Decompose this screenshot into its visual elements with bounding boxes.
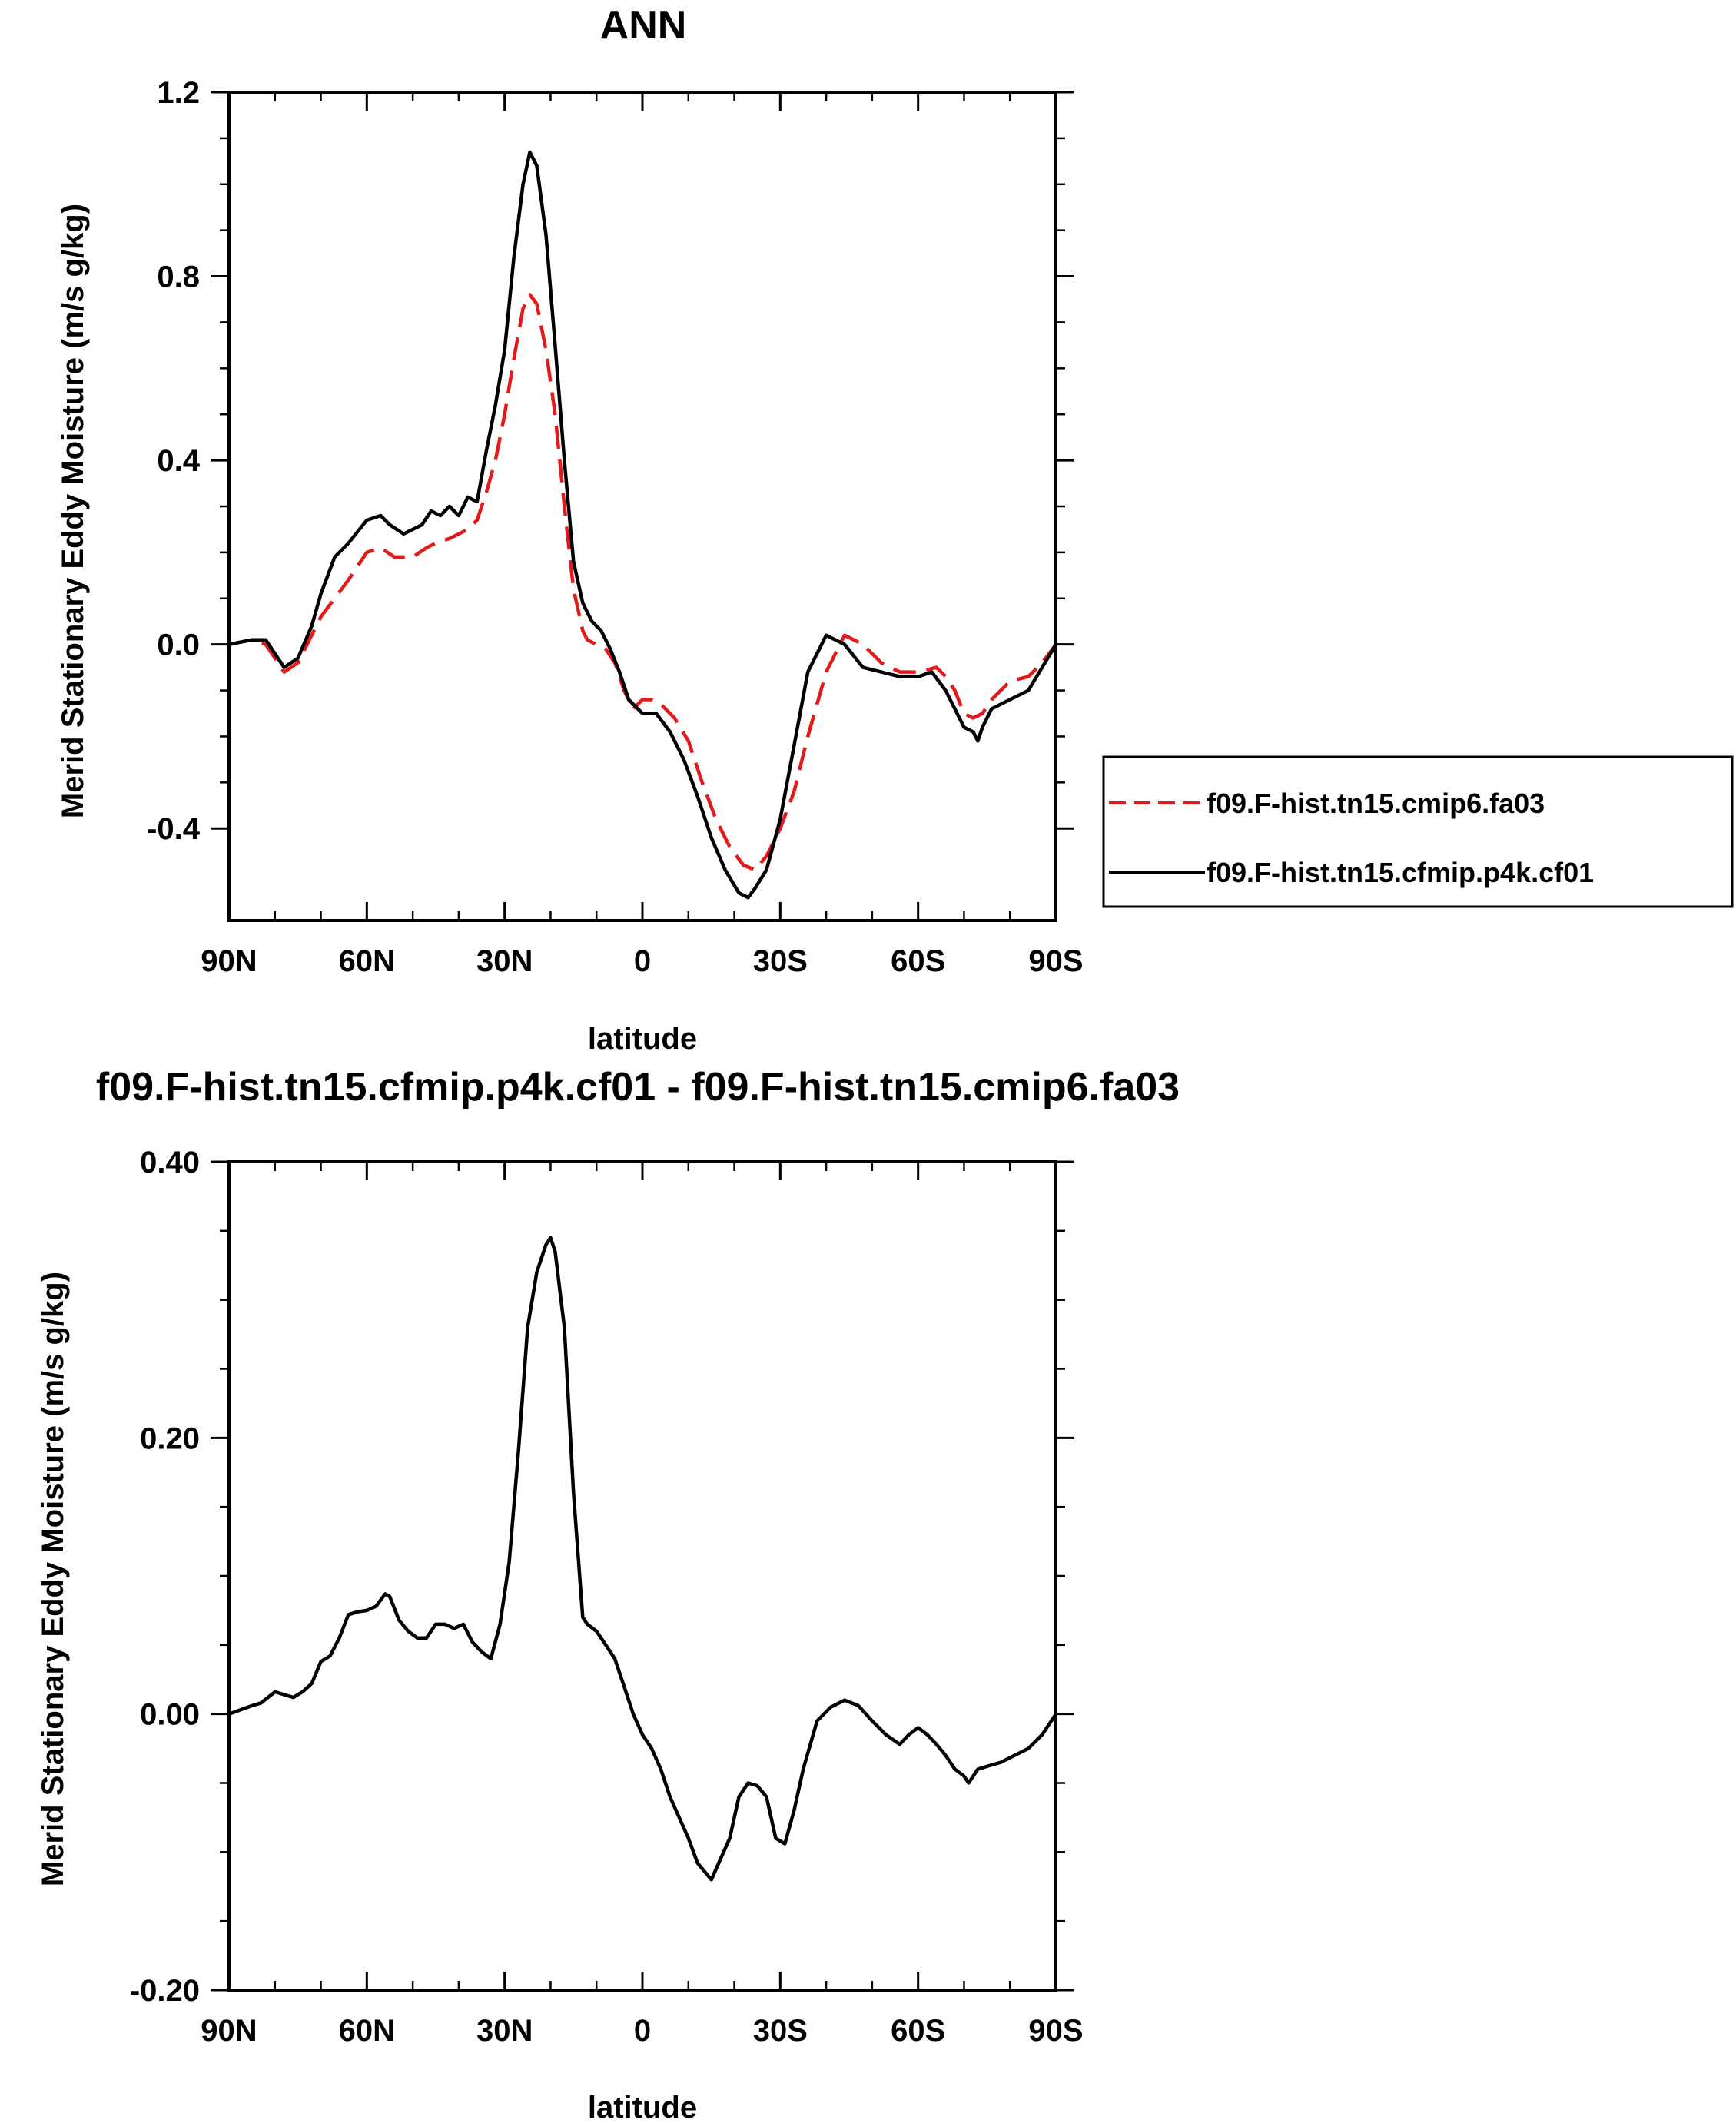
- bottom-ytick-label: 0.40: [140, 1146, 200, 1179]
- top-chart-series: [228, 150, 1057, 900]
- bottom-chart-tick-labels: 90N 60N 30N 0 30S 60S 90S -0.20 0.00 0.20 0.40: [130, 1146, 1084, 2048]
- bottom-ytick-label: -0.20: [130, 1974, 200, 2008]
- legend-box: [1102, 755, 1734, 908]
- top-xtick-label: 90N: [201, 944, 257, 978]
- top-ytick-label: 0.4: [157, 444, 200, 478]
- top-xtick-label: 30N: [476, 944, 533, 978]
- top-chart-xlabel: latitude: [588, 1022, 697, 1056]
- bottom-xtick-label: 90S: [1028, 2014, 1083, 2048]
- bottom-xtick-label: 90N: [201, 2014, 257, 2048]
- top-ytick-label: -0.4: [147, 812, 201, 846]
- top-ytick-label: 1.2: [157, 76, 200, 110]
- bottom-series-line-0: [228, 1236, 1057, 1882]
- bottom-chart-ylabel: Merid Stationary Eddy Moisture (m/s g/kg…: [36, 1272, 70, 1886]
- top-series-line-1: [228, 150, 1057, 900]
- bottom-xtick-label: 30N: [476, 2014, 533, 2048]
- top-xtick-label: 60N: [339, 944, 395, 978]
- bottom-xtick-label: 30S: [753, 2014, 808, 2048]
- legend-label-cmip6: f09.F-hist.tn15.cmip6.fa03: [1207, 788, 1545, 819]
- top-xtick-label: 0: [634, 944, 651, 978]
- top-xtick-label: 60S: [891, 944, 945, 978]
- legend: f09.F-hist.tn15.cmip6.fa03 f09.F-hist.tn…: [1102, 755, 1734, 908]
- top-chart-title: ANN: [600, 3, 687, 48]
- bottom-ytick-label: 0.20: [140, 1421, 200, 1455]
- top-chart-ylabel: Merid Stationary Eddy Moisture (m/s g/kg…: [56, 204, 90, 818]
- top-chart: ANN 90N 60N 30N 0 30S 60S 90S-0.40.00.40.81.2 …: [56, 3, 1734, 1056]
- bottom-chart: f09.F-hist.tn15.cfmip.p4k.cf01 - f09.F-h…: [36, 1065, 1180, 2123]
- bottom-chart-title: f09.F-hist.tn15.cfmip.p4k.cf01 - f09.F-h…: [96, 1065, 1180, 1110]
- top-chart-tick-labels: 90N 60N 30N 0 30S 60S 90S -0.4 0.0 0.4 0.8 1.2: [147, 76, 1084, 978]
- top-ytick-label: 0.0: [157, 629, 200, 662]
- bottom-chart-xlabel: latitude: [588, 2091, 697, 2123]
- bottom-xtick-label: 0: [634, 2014, 651, 2048]
- bottom-xtick-label: 60N: [339, 2014, 395, 2048]
- bottom-chart-ticks: [211, 1160, 1074, 1992]
- bottom-chart-series: [228, 1236, 1057, 1882]
- bottom-xtick-label: 60S: [891, 2014, 945, 2048]
- legend-label-p4k: f09.F-hist.tn15.cfmip.p4k.cf01: [1207, 857, 1594, 888]
- top-chart-frame: [227, 91, 1057, 922]
- bottom-ytick-label: 0.00: [140, 1698, 200, 1732]
- top-xtick-label: 90S: [1028, 944, 1083, 978]
- top-series-line-0: [228, 293, 1057, 872]
- top-ytick-label: 0.8: [157, 260, 200, 294]
- bottom-chart-frame: [227, 1160, 1057, 1992]
- top-xtick-label: 30S: [753, 944, 808, 978]
